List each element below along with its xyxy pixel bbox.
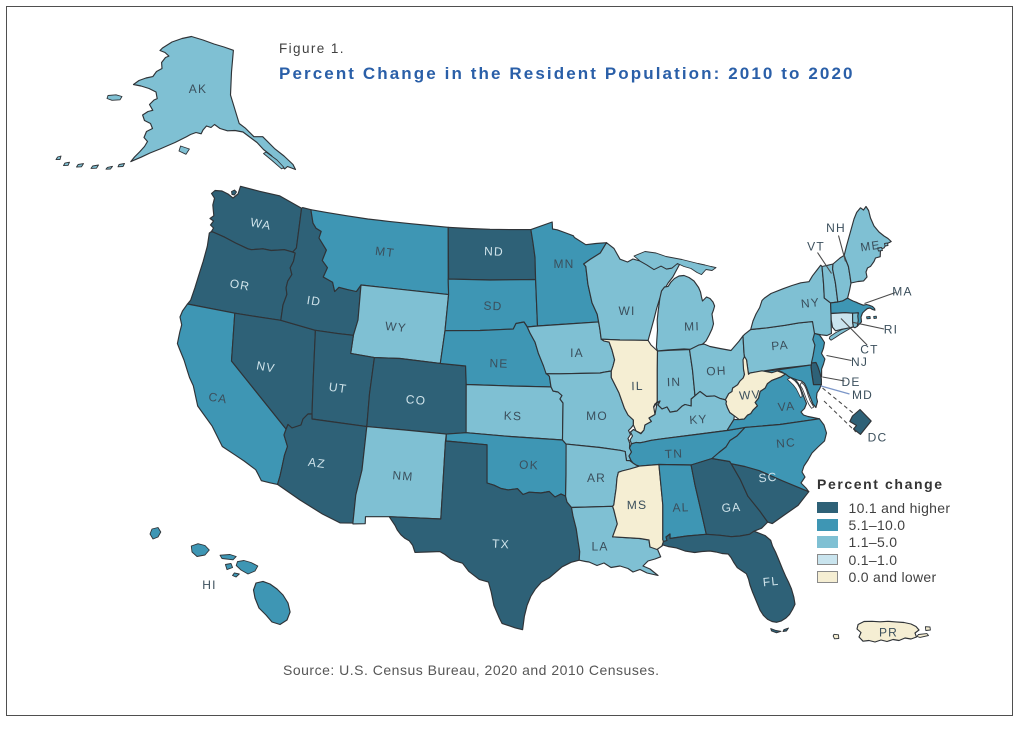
svg-text:MA: MA (892, 285, 912, 299)
svg-text:NY: NY (800, 295, 820, 311)
svg-text:VA: VA (777, 399, 796, 414)
svg-text:VT: VT (807, 240, 825, 254)
svg-text:TX: TX (492, 537, 510, 552)
svg-text:PR: PR (879, 626, 898, 640)
svg-text:ME: ME (859, 238, 881, 255)
svg-text:RI: RI (884, 323, 898, 337)
svg-text:MS: MS (627, 498, 648, 512)
svg-text:WA: WA (249, 215, 273, 233)
svg-text:NE: NE (489, 356, 509, 371)
svg-text:NJ: NJ (851, 355, 868, 369)
svg-text:SD: SD (483, 299, 503, 314)
svg-text:WV: WV (739, 387, 762, 402)
svg-text:NV: NV (255, 358, 276, 375)
svg-text:CA: CA (207, 390, 228, 407)
svg-text:KS: KS (504, 409, 523, 424)
svg-text:AZ: AZ (307, 455, 327, 471)
svg-text:NH: NH (826, 221, 846, 235)
svg-text:LA: LA (591, 540, 608, 554)
svg-text:IA: IA (570, 346, 584, 360)
svg-text:MI: MI (684, 319, 700, 334)
svg-text:SC: SC (758, 470, 778, 486)
svg-text:MD: MD (852, 388, 873, 402)
svg-text:ND: ND (484, 244, 504, 259)
svg-text:KY: KY (689, 412, 708, 427)
svg-text:NM: NM (392, 468, 414, 484)
svg-text:MT: MT (374, 244, 395, 260)
svg-text:ID: ID (306, 293, 322, 309)
svg-text:OK: OK (519, 457, 539, 472)
svg-text:CT: CT (860, 343, 878, 357)
svg-text:MN: MN (553, 257, 574, 271)
svg-text:AR: AR (587, 471, 606, 485)
svg-text:UT: UT (328, 380, 348, 396)
svg-text:DC: DC (868, 431, 888, 445)
svg-text:AL: AL (672, 500, 690, 515)
svg-text:DE: DE (841, 375, 860, 389)
svg-text:OH: OH (706, 363, 727, 378)
svg-text:OR: OR (229, 276, 252, 293)
svg-text:WI: WI (618, 304, 635, 318)
svg-text:HI: HI (202, 578, 216, 592)
svg-text:AK: AK (189, 82, 207, 96)
svg-text:FL: FL (762, 574, 780, 590)
svg-text:TN: TN (664, 446, 683, 461)
svg-text:IN: IN (667, 375, 682, 389)
svg-text:GA: GA (721, 500, 742, 515)
svg-text:CO: CO (405, 392, 427, 408)
svg-text:WY: WY (384, 319, 407, 335)
svg-text:MO: MO (586, 409, 608, 423)
svg-text:PA: PA (771, 338, 790, 353)
svg-text:IL: IL (631, 379, 644, 393)
svg-text:NC: NC (776, 435, 797, 451)
